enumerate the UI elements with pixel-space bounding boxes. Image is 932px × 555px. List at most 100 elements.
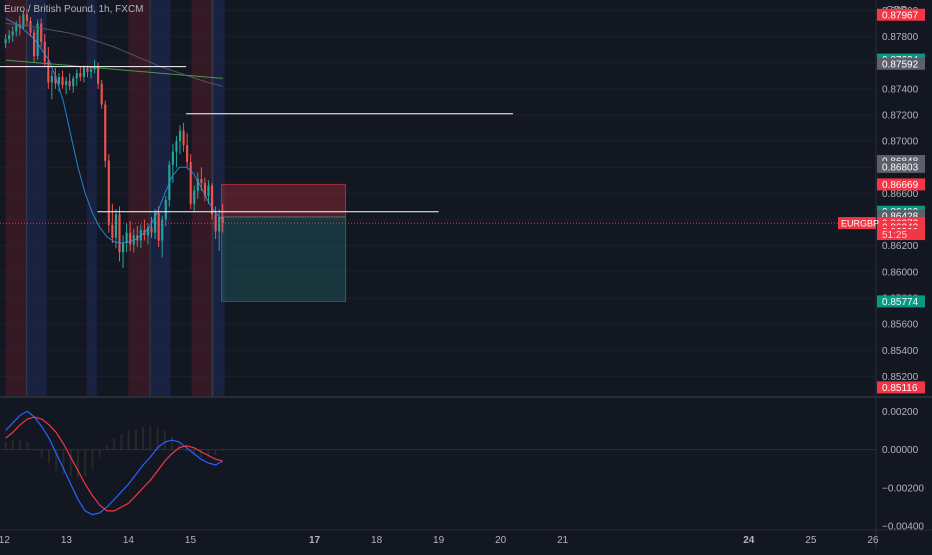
candle-body: [54, 75, 57, 84]
macd-histogram-bar: [11, 440, 14, 450]
time-tick-label: 20: [495, 535, 507, 546]
price-badge: 0.86803: [877, 160, 925, 173]
candle-body: [86, 67, 89, 72]
macd-histogram-bar: [185, 449, 188, 452]
symbol-title[interactable]: Euro / British Pound, 1h, FXCM: [4, 4, 144, 15]
take-profit-zone: [220, 216, 347, 302]
macd-histogram-bar: [69, 449, 72, 477]
macd-histogram-bar: [207, 449, 210, 458]
candle-body: [65, 81, 68, 85]
macd-histogram-bar: [19, 440, 22, 450]
candle-body: [32, 32, 36, 57]
macd-histogram-bar: [178, 443, 181, 450]
candle-body: [121, 243, 125, 253]
price-badge: 0.86669: [877, 178, 925, 191]
macd-histogram-bar: [84, 449, 87, 477]
candle-body: [43, 41, 46, 62]
candle-body: [25, 14, 29, 21]
time-tick-label: 26: [867, 535, 879, 546]
candle-body: [104, 104, 107, 161]
macd-histogram-bar: [48, 449, 51, 464]
session-band: [27, 0, 47, 396]
price-tick-label: 0.86200: [882, 241, 919, 252]
candle-body: [189, 162, 192, 204]
symbol-tag-bg: [838, 217, 876, 230]
candle-body: [154, 213, 157, 233]
candle-body: [75, 73, 78, 79]
price-badge: 0.87592: [877, 57, 925, 70]
candle-body: [47, 61, 50, 83]
macd-histogram-bar: [55, 449, 58, 471]
session-band: [150, 0, 171, 396]
macd-line: [5, 410, 223, 516]
candle-body: [61, 77, 64, 85]
macd-histogram-bar: [156, 426, 159, 450]
candle-body: [164, 199, 167, 220]
macd-histogram-bar: [214, 449, 217, 456]
candle-body: [15, 24, 18, 32]
session-band: [191, 0, 212, 396]
price-tick-label: 0.85600: [882, 320, 919, 331]
candle-body: [22, 14, 25, 28]
price-badge-text: 0.86803: [882, 162, 919, 173]
price-badge-text: 0.85116: [882, 383, 918, 394]
candle-body: [175, 141, 178, 152]
session-band: [5, 0, 27, 396]
session-band: [26, 0, 28, 396]
price-badge-bg: [877, 381, 925, 394]
candle-body: [57, 77, 61, 84]
candle-body: [125, 232, 128, 244]
macd-tick-label: −0.00200: [882, 483, 924, 494]
candle-body: [36, 23, 39, 57]
moving-average-line: [5, 17, 224, 244]
candle-body: [82, 67, 85, 78]
macd-histogram-bar: [91, 449, 94, 469]
price-badge-bg: [877, 295, 925, 308]
candle-body: [72, 78, 75, 87]
price-tick-label: 0.85200: [882, 372, 919, 383]
time-tick-label: 15: [185, 535, 197, 546]
macd-histogram-bar: [142, 426, 145, 450]
candle-body: [150, 227, 153, 233]
candle-body: [161, 219, 164, 241]
macd-histogram-bar: [192, 449, 195, 456]
macd-histogram-bar: [26, 442, 29, 450]
macd-histogram-bar: [33, 449, 36, 451]
macd-tick-label: −0.00400: [882, 522, 924, 533]
macd-histogram-bar: [105, 445, 108, 450]
macd-histogram-bar: [149, 426, 152, 450]
price-badge: 0.85116: [877, 381, 925, 394]
time-tick-label: 13: [61, 535, 73, 546]
macd-histogram-bar: [62, 449, 65, 475]
price-badge-bg: [877, 8, 925, 21]
price-badge-text: 0.87592: [882, 59, 919, 70]
countdown-bg: [877, 229, 925, 241]
candle-body: [89, 69, 93, 72]
signal-line: [5, 416, 223, 512]
candle-body: [129, 232, 132, 245]
candle-body: [186, 145, 189, 163]
candle-body: [214, 214, 217, 232]
price-badge-text: 0.87967: [882, 10, 919, 21]
candle-body: [203, 182, 206, 197]
candle-body: [68, 81, 71, 87]
candle-body: [50, 75, 53, 83]
price-tick-label: 0.86600: [882, 189, 919, 200]
candle-body: [182, 130, 185, 146]
candle-body: [210, 185, 214, 215]
price-tick-label: 0.87200: [882, 111, 919, 122]
candle-body: [196, 179, 199, 191]
price-badge-bg: [877, 160, 925, 173]
price-tick-label: 0.87800: [882, 32, 919, 43]
candle-body: [221, 216, 224, 224]
session-band: [149, 0, 151, 396]
time-tick-label: 18: [371, 535, 383, 546]
candle-body: [207, 185, 210, 197]
macd-tick-label: 0.00000: [882, 445, 919, 456]
time-tick-label: 12: [0, 535, 10, 546]
price-badge-text: 0.86669: [882, 180, 919, 191]
macd-histogram-bar: [127, 430, 130, 450]
